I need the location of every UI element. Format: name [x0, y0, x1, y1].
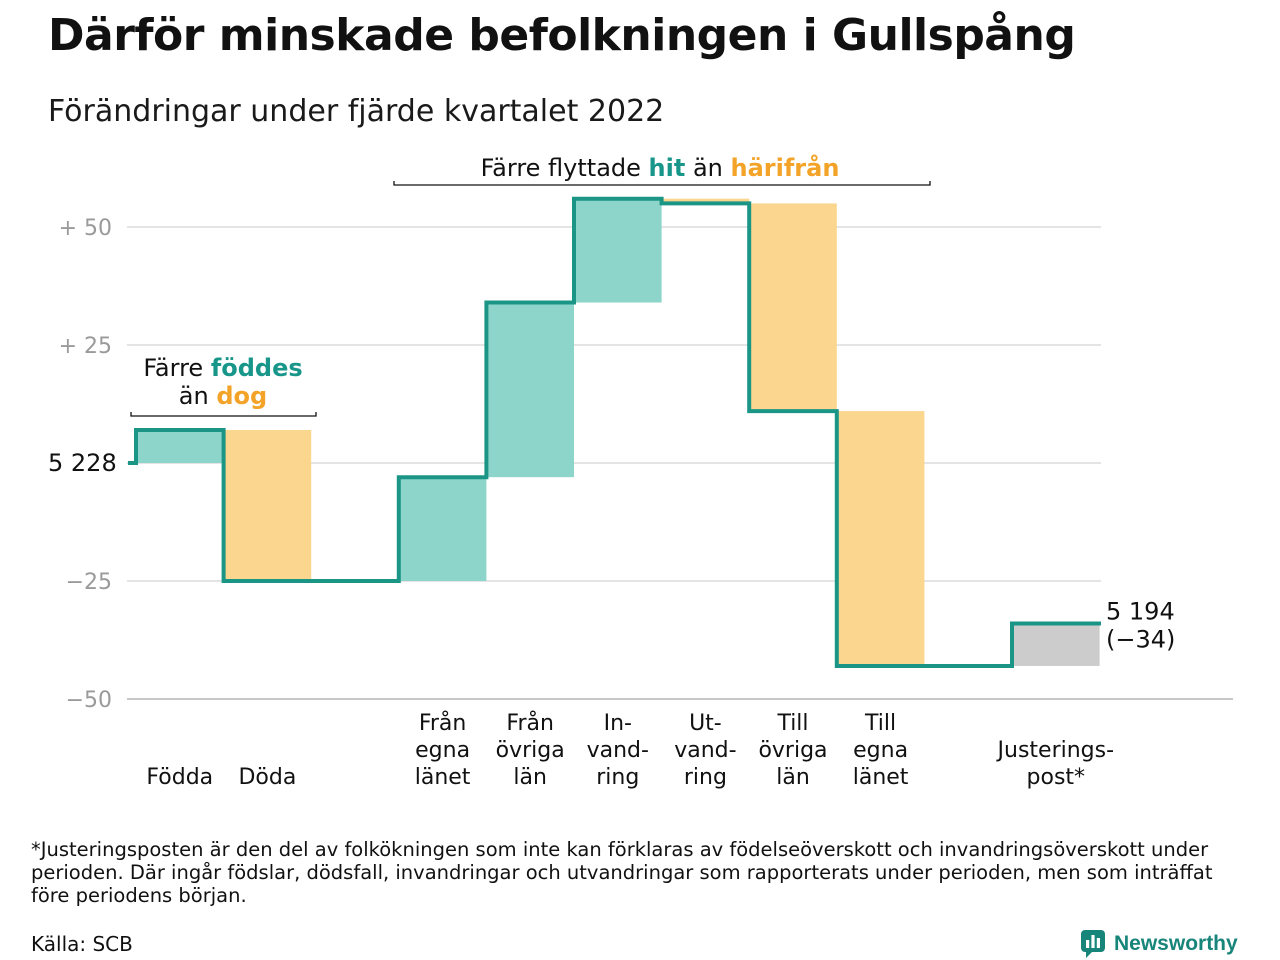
- y-tick-label: + 25: [59, 334, 112, 359]
- waterfall-bar: [836, 411, 925, 666]
- category-label: ring: [684, 765, 727, 790]
- category-label: län: [513, 765, 547, 790]
- annotation-bracket: [393, 181, 931, 186]
- newsworthy-logo-icon: [1081, 930, 1105, 958]
- category-label: länet: [415, 765, 471, 790]
- brand: Newsworthy: [1080, 928, 1238, 960]
- waterfall-bar: [486, 302, 574, 478]
- category-label: Döda: [238, 765, 296, 790]
- category-label: län: [776, 765, 810, 790]
- category-label: Från: [506, 710, 554, 736]
- annotation-segment: Färre flyttade: [481, 154, 649, 182]
- cumulative-step-line: [128, 196, 1101, 668]
- category-label: Ut-: [689, 711, 722, 736]
- annotation-segment: än: [179, 382, 217, 410]
- end-change-label: (−34): [1106, 625, 1175, 653]
- waterfall-bar: [398, 477, 487, 581]
- waterfall-bar: [661, 198, 750, 204]
- annotation-bracket: [130, 412, 317, 417]
- waterfall-bar: [223, 429, 312, 581]
- footnote: *Justeringsposten är den del av folkökni…: [31, 838, 1213, 907]
- annotation-segment: än: [685, 154, 730, 182]
- category-label: övriga: [758, 738, 827, 763]
- category-label: Till: [776, 711, 808, 736]
- waterfall-bar: [136, 429, 224, 463]
- category-label: Från: [419, 710, 467, 736]
- category-label: egna: [853, 738, 908, 763]
- y-tick-label: + 50: [59, 216, 112, 241]
- chart-title: Därför minskade befolkningen i Gullspång: [48, 10, 1076, 61]
- category-label: vand-: [674, 738, 736, 763]
- annotation-segment: dog: [216, 382, 267, 410]
- waterfall-bar: [574, 198, 662, 303]
- annotation-text: Färre föddes: [143, 354, 302, 382]
- category-label: länet: [853, 765, 909, 790]
- end-value-label: 5 194: [1106, 597, 1175, 625]
- category-label: egna: [415, 738, 470, 763]
- annotation-text: än dog: [179, 382, 267, 410]
- category-label: vand-: [587, 738, 649, 763]
- chart-subtitle: Förändringar under fjärde kvartalet 2022: [48, 94, 665, 129]
- annotation-segment: härifrån: [731, 153, 840, 182]
- waterfall-bar: [1012, 623, 1100, 666]
- brand-name: Newsworthy: [1114, 932, 1238, 955]
- y-tick-label: −50: [66, 688, 112, 713]
- category-label: ring: [596, 765, 639, 790]
- y-tick-label: −25: [66, 570, 112, 595]
- category-label: Till: [864, 711, 896, 736]
- annotation-segment: Färre: [143, 354, 211, 382]
- category-label: Födda: [146, 765, 213, 790]
- annotation-text: Färre flyttade hit än härifrån: [481, 153, 840, 182]
- annotation-segment: föddes: [211, 354, 303, 382]
- source-note: Källa: SCB: [31, 932, 133, 956]
- waterfall-bar: [749, 203, 837, 412]
- start-value-label: 5 228: [48, 449, 117, 477]
- annotation-segment: hit: [649, 154, 686, 182]
- category-label: post*: [1027, 765, 1086, 790]
- category-label: Justerings-: [996, 738, 1115, 763]
- category-label: In-: [604, 711, 632, 736]
- category-label: övriga: [496, 738, 565, 763]
